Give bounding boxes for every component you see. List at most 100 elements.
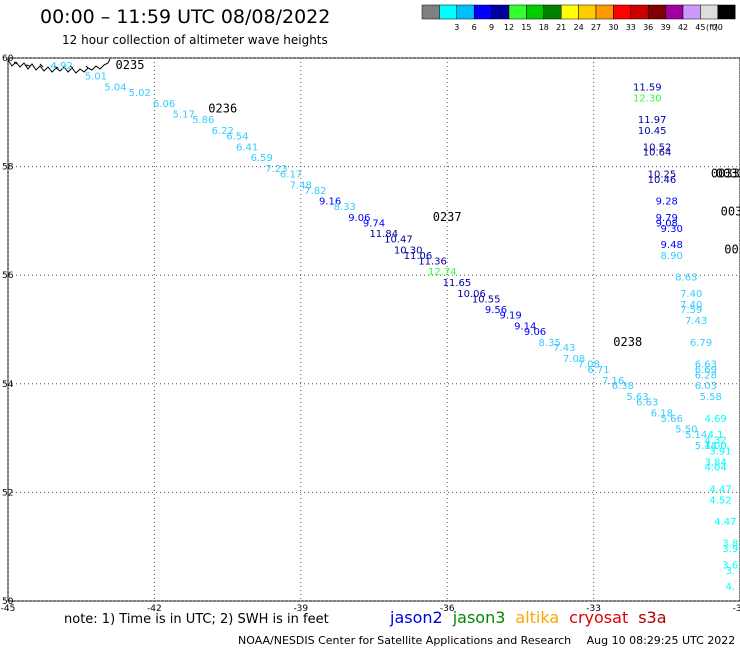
lat-tick-label: 56 <box>2 271 14 281</box>
axis-tick-labels: -45 -42 -39 -36 -33 -30 50 52 54 56 58 60 <box>1 54 740 614</box>
swh-value: 9.14 <box>514 322 536 333</box>
color-scale-label: 33 <box>626 23 636 32</box>
swh-value: 10.64 <box>643 148 672 159</box>
swh-value: 5.01 <box>85 72 107 83</box>
satellite-legend-item: jason2 <box>390 608 443 627</box>
swh-value: 6.54 <box>226 131 248 142</box>
color-scale-label: 45 <box>695 23 705 32</box>
satellite-legend-item: s3a <box>638 608 667 627</box>
swh-value: 11.97 <box>638 115 667 126</box>
swh-value: 10.46 <box>648 175 677 186</box>
swh-value: 4.00 <box>704 441 726 452</box>
swh-value: 12.30 <box>633 93 662 104</box>
lat-tick-label: 50 <box>2 597 14 607</box>
swh-value: 9.06 <box>348 213 370 224</box>
satellite-legend: jason2 jason3 altika cryosat s3a <box>390 608 677 627</box>
color-scale-label: 18 <box>539 23 549 32</box>
swh-value: 6.06 <box>153 99 175 110</box>
swh-value: 7.82 <box>304 186 326 197</box>
swh-value: 3.91 <box>709 446 731 457</box>
color-scale-label: 39 <box>661 23 671 32</box>
color-swatch <box>665 4 684 20</box>
color-swatch <box>630 4 649 20</box>
color-swatch <box>717 4 736 20</box>
pass-time-label: 0235 <box>116 58 145 72</box>
swh-value: 4.92 <box>51 61 73 72</box>
swh-value: 5.14 <box>685 430 707 441</box>
color-swatch <box>421 4 440 20</box>
color-swatch <box>491 4 510 20</box>
lon-tick-label: -42 <box>147 604 162 614</box>
pass-time-label: 003 <box>724 242 740 256</box>
swh-value: 9.28 <box>656 197 678 208</box>
swh-value: 9.79 <box>656 213 678 224</box>
swh-value: 6.69 <box>695 365 717 376</box>
swh-value: 10.47 <box>384 235 413 246</box>
swh-value: 4.32 <box>704 436 726 447</box>
lat-tick-label: 60 <box>2 54 14 64</box>
swh-value: 6.63 <box>636 398 658 409</box>
swh-value: 9.16 <box>319 197 341 208</box>
color-swatch <box>578 4 597 20</box>
swh-value: 7.59 <box>680 305 702 316</box>
swh-value: 8.35 <box>539 338 561 349</box>
swh-value: 9.74 <box>363 218 385 229</box>
satellite-legend-item: altika <box>515 608 560 627</box>
lat-tick-label: 52 <box>2 488 13 498</box>
color-swatch <box>700 4 719 20</box>
color-scale-unit: (ft) <box>706 23 718 32</box>
color-scale-label: 70 <box>713 23 723 32</box>
pass-time-label: 0033 <box>721 204 740 218</box>
swh-value: 11.84 <box>369 229 398 240</box>
swh-value: 9.06 <box>524 327 546 338</box>
color-swatch <box>682 4 701 20</box>
swh-value: 7.40 <box>680 289 702 300</box>
color-scale-label: 3 <box>454 23 459 32</box>
color-swatch <box>456 4 475 20</box>
color-scale-label: 27 <box>591 23 601 32</box>
swh-value: 10.30 <box>394 245 423 256</box>
color-swatch <box>526 4 545 20</box>
color-scale-label: 36 <box>643 23 653 32</box>
swh-value: 11.06 <box>404 251 433 262</box>
lon-tick-label: -33 <box>586 604 601 614</box>
color-scale-label: 12 <box>504 23 514 32</box>
footer-note: note: 1) Time is in UTC; 2) SWH is in fe… <box>64 612 329 627</box>
swh-value: 9.19 <box>500 311 522 322</box>
color-scale-label: 9 <box>489 23 494 32</box>
pass-time-label: 0237 <box>433 210 462 224</box>
color-swatch <box>613 4 632 20</box>
swh-value: 10.52 <box>643 142 672 153</box>
swh-value: 7.23 <box>265 164 287 175</box>
swh-value: 9.56 <box>485 305 507 316</box>
swh-value: 7.16 <box>602 376 624 387</box>
swh-value: 11.36 <box>418 256 447 267</box>
swh-value: 9.30 <box>661 224 683 235</box>
color-swatch <box>543 4 562 20</box>
swh-value: 5.86 <box>192 115 214 126</box>
color-swatch <box>473 4 492 20</box>
swh-value: 7.43 <box>553 343 575 354</box>
swh-value: 4. <box>725 582 735 593</box>
satellite-legend-item: cryosat <box>569 608 629 627</box>
swh-value: 4.52 <box>709 495 731 506</box>
credit-date: Aug 10 08:29:25 UTC 2022 <box>586 634 736 647</box>
swh-value: 10.55 <box>472 294 501 305</box>
swh-value: 5.58 <box>700 392 722 403</box>
swh-value: 9.48 <box>661 240 683 251</box>
satellite-legend-item: jason3 <box>452 608 506 627</box>
swh-value: 4.69 <box>704 414 726 425</box>
color-scale-label: 24 <box>574 23 584 32</box>
color-scale-label: 30 <box>608 23 618 32</box>
pass-time-label: 0236 <box>208 101 237 115</box>
swh-value: 6.59 <box>251 153 273 164</box>
swh-value: 10.25 <box>648 169 677 180</box>
color-scale-label: 42 <box>678 23 688 32</box>
lat-tick-label: 58 <box>2 163 14 173</box>
color-scale-label: 21 <box>556 23 566 32</box>
pass-time-label: 0238 <box>613 335 642 349</box>
color-swatch <box>439 4 458 20</box>
wave-height-labels: 4.92 5.015.04 5.026.065.175.866.226.546.41… <box>51 61 739 593</box>
swh-value: 5.50 <box>675 425 697 436</box>
swh-value: 12.74 <box>428 267 457 278</box>
